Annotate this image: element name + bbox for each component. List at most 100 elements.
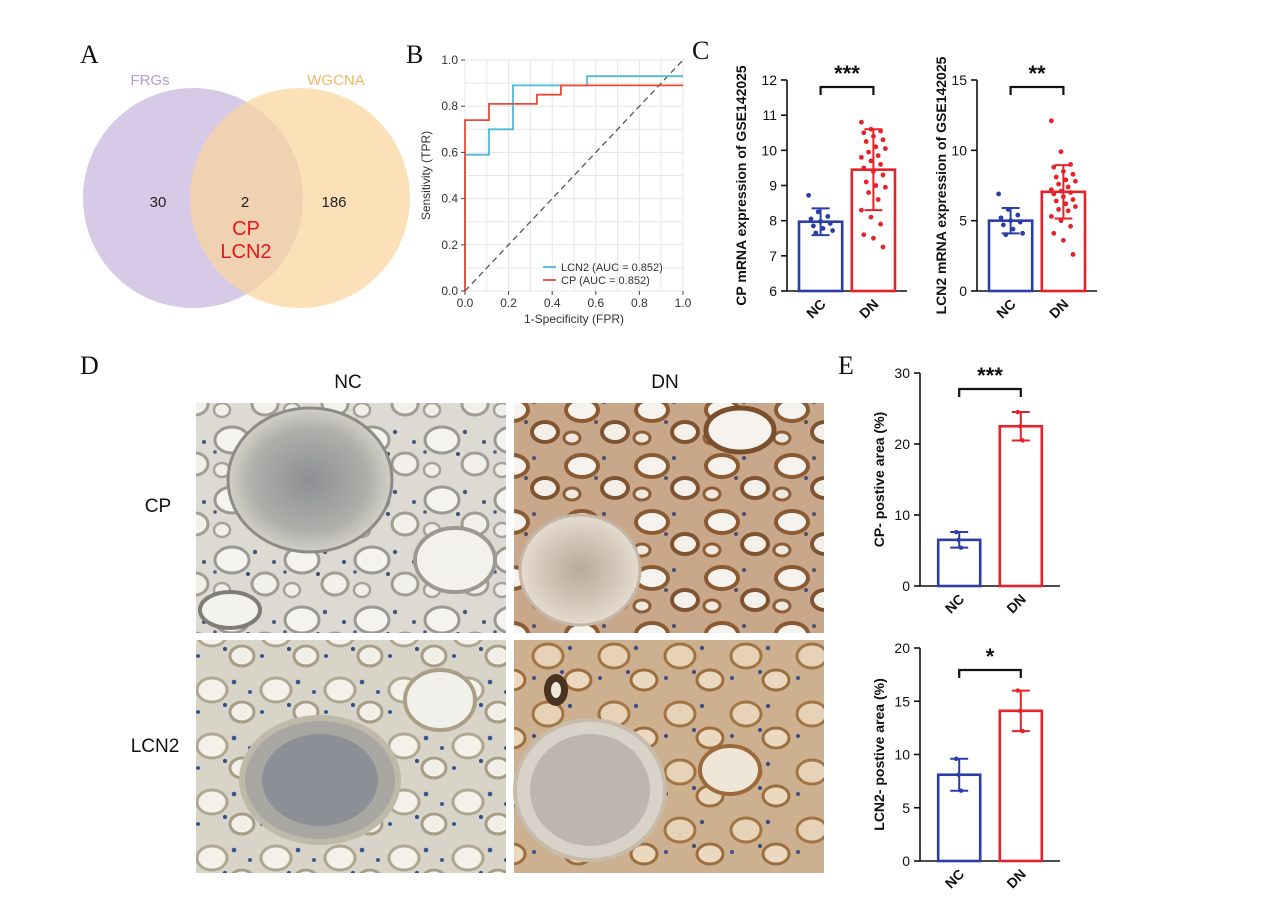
lcn2_expr-data-point bbox=[1056, 181, 1061, 187]
cp_area-y-tick-label: 10 bbox=[894, 507, 910, 523]
cp_area-y-tick-label: 0 bbox=[902, 578, 910, 594]
ihc-panel: NC DN CP LCN2 bbox=[131, 372, 824, 873]
lcn2_expr-data-point bbox=[1065, 208, 1071, 214]
venn-count-overlap: 2 bbox=[241, 194, 249, 211]
venn-gene-cp: CP bbox=[232, 218, 260, 240]
cp_area-y-axis-label: CP- postive area (%) bbox=[871, 412, 887, 547]
cp_area-bar-dn bbox=[998, 424, 1044, 588]
lcn2_expr-category-label: DN bbox=[1046, 296, 1072, 322]
lcn2_expr-data-point bbox=[1051, 230, 1057, 236]
cp_area-data-point bbox=[954, 529, 959, 535]
cp_expr-y-tick-label: 7 bbox=[769, 248, 777, 264]
lcn2_expr-data-point bbox=[1010, 226, 1016, 232]
cp_expr-data-point bbox=[880, 137, 886, 143]
lcn2_expr-data-point bbox=[1070, 171, 1076, 177]
cp_expr-y-tick-label: 12 bbox=[761, 72, 777, 88]
cp_expr-data-point bbox=[875, 153, 881, 159]
ihc-image-dn-cp bbox=[514, 403, 824, 633]
lcn2_expr-data-point bbox=[1068, 162, 1073, 167]
lcn2_expr-data-point bbox=[1068, 190, 1073, 195]
cp_expr-data-point bbox=[863, 139, 869, 144]
cp_expr-data-point bbox=[861, 165, 867, 171]
panel-letter-d: D bbox=[80, 351, 99, 380]
cp_area-category-label: DN bbox=[1003, 591, 1029, 617]
roc-x-tick-label: 0.6 bbox=[587, 296, 604, 310]
roc-curve-cp bbox=[464, 84, 683, 291]
roc-chart: 0.0 0.2 0.4 0.6 0.8 1.0 0.0 0.2 0.4 0.6 0.8 1.0 1-Sp… bbox=[419, 53, 692, 326]
lcn2_expr-data-point bbox=[1049, 118, 1054, 124]
cp_expr-data-point bbox=[868, 126, 874, 132]
ihc-image-dn-lcn2 bbox=[513, 640, 824, 873]
cp_expr-y-tick-label: 6 bbox=[769, 283, 777, 299]
lcn2_area-bar-dn bbox=[998, 709, 1044, 863]
lcn2_expr-data-point bbox=[1051, 191, 1057, 197]
cp_area-category-label: NC bbox=[942, 591, 968, 617]
cp_expr-data-point bbox=[866, 190, 871, 195]
lcn2_expr-data-point bbox=[1003, 232, 1009, 238]
cp_expr-data-point bbox=[861, 232, 867, 238]
cp_expr-data-point bbox=[863, 179, 869, 185]
venn-label-frgs: FRGs bbox=[130, 72, 169, 89]
roc-reference-line bbox=[464, 59, 684, 292]
lcn2_expr-data-point bbox=[996, 191, 1001, 197]
roc-y-tick-label: 0.2 bbox=[441, 238, 458, 252]
lcn2_expr-data-point bbox=[1051, 164, 1057, 170]
cp_expr-data-point bbox=[871, 235, 876, 241]
cp_expr-data-point bbox=[806, 192, 811, 198]
roc-x-tick-label: 0.0 bbox=[457, 296, 474, 310]
lcn2_expr-data-point bbox=[1073, 204, 1078, 210]
cp_expr-data-point bbox=[830, 228, 835, 233]
roc-legend-label: LCN2 (AUC = 0.852) bbox=[561, 262, 663, 274]
cp_area-significance-label: *** bbox=[977, 363, 1003, 388]
roc-y-tick-label: 0.6 bbox=[441, 145, 458, 159]
venn-circle-wgcna bbox=[190, 88, 410, 308]
cp_area-y-tick-label: 30 bbox=[894, 365, 910, 381]
ihc-row-lcn2: LCN2 bbox=[131, 736, 180, 757]
roc-legend-label: CP (AUC = 0.852) bbox=[561, 275, 650, 287]
lcn2_expr-y-tick-label: 5 bbox=[959, 213, 967, 229]
cp_expr-data-point bbox=[878, 128, 883, 134]
lcn2_expr-significance-label: ** bbox=[1028, 61, 1046, 86]
cp_expr-y-tick-label: 10 bbox=[761, 142, 777, 158]
cp_expr-data-point bbox=[811, 223, 816, 229]
lcn2_area-data-point bbox=[958, 788, 964, 793]
lcn2_expr-data-point bbox=[1015, 212, 1021, 218]
lcn2_expr-data-point bbox=[1061, 194, 1066, 200]
cp_expr-data-point bbox=[868, 214, 874, 220]
lcn2_expr-data-point bbox=[1061, 237, 1066, 243]
cp_expr-category-label: NC bbox=[803, 296, 829, 322]
lcn2_expr-y-axis-label: LCN2 mRNA expression of GSE142025 bbox=[933, 56, 949, 314]
cp_expr-y-tick-label: 8 bbox=[769, 213, 777, 229]
cp_expr-data-point bbox=[883, 184, 888, 190]
cp_expr-data-point bbox=[878, 162, 883, 167]
cp_area-data-point bbox=[1015, 409, 1020, 415]
lcn2_expr-data-point bbox=[1063, 201, 1069, 207]
lcn2_expr-data-point bbox=[1070, 197, 1076, 202]
lcn2_expr-data-point bbox=[1017, 219, 1023, 225]
lcn2_area-category-label: DN bbox=[1003, 866, 1029, 892]
lcn2_expr-data-point bbox=[1070, 252, 1076, 257]
lcn2_area-data-point bbox=[954, 756, 959, 761]
lcn2_expr-data-point bbox=[1058, 218, 1064, 224]
cp_expr-data-point bbox=[859, 119, 864, 125]
lcn2_area-y-tick-label: 0 bbox=[902, 853, 910, 869]
lcn2_expr-data-point bbox=[1020, 230, 1025, 236]
ihc-row-cp: CP bbox=[145, 496, 171, 517]
lcn2_area-y-tick-label: 5 bbox=[902, 800, 910, 816]
lcn2_expr-y-tick-label: 0 bbox=[959, 283, 967, 299]
lcn2_expr-data-point bbox=[1008, 218, 1013, 224]
lcn2_expr-data-point bbox=[1061, 169, 1066, 174]
roc-curve-lcn2 bbox=[464, 75, 683, 291]
cp_area-significance-bracket bbox=[958, 387, 1022, 397]
roc-x-tick-label: 0.8 bbox=[631, 296, 648, 310]
lcn2_expr-data-point bbox=[1005, 207, 1011, 212]
cp_area-data-point bbox=[956, 537, 961, 543]
ihc-column-dn: DN bbox=[651, 372, 678, 393]
cp_expr-data-point bbox=[868, 158, 874, 164]
cp_expr-category-label: DN bbox=[856, 296, 882, 322]
lcn2_expr-data-point bbox=[1056, 207, 1061, 212]
cp_expr-significance-label: *** bbox=[834, 61, 860, 86]
roc-x-tick-label: 1.0 bbox=[675, 296, 692, 310]
cp_expr-data-point bbox=[875, 197, 881, 202]
